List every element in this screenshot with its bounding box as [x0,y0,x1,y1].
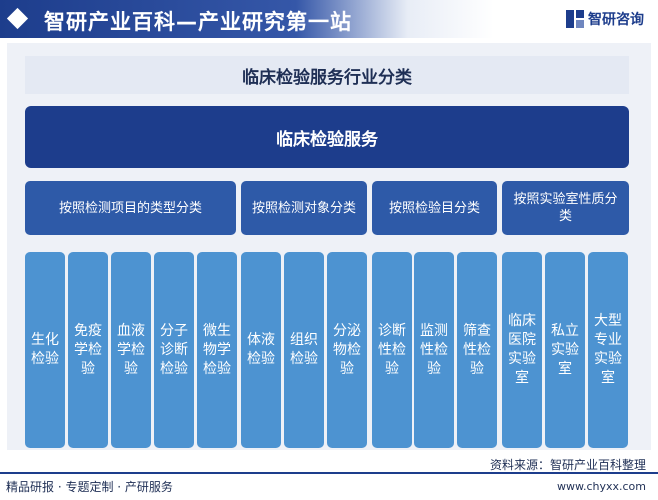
leaf-node: 私立实验室 [545,252,585,448]
leaf-node: 生化检验 [25,252,65,448]
leaf-node: 组织检验 [284,252,324,448]
leaf-label: 微生物学检验 [203,322,231,377]
footer-slogan: 精品研报 · 专题定制 · 产研服务 [6,480,173,494]
header-title: 智研产业百科—产业研究第一站 [44,10,352,34]
footer-divider [0,472,658,474]
leaf-node: 体液检验 [241,252,281,448]
leaf-label: 临床医院实验室 [508,313,536,386]
category-node-1: 按照检测项目的类型分类 [25,181,236,235]
leaf-label: 筛查性检验 [463,322,491,377]
leaf-label: 体液检验 [247,332,275,367]
leaf-label: 生化检验 [31,332,59,367]
leaf-node: 诊断性检验 [372,252,412,448]
diamond-icon [6,7,29,30]
leaf-node: 分子诊断检验 [154,252,194,448]
leaf-node: 微生物学检验 [197,252,237,448]
diagram-title-bar: 临床检验服务行业分类 [25,56,629,94]
leaf-node: 分泌物检验 [327,252,367,448]
category-label: 按照检验目分类 [388,200,480,216]
leaf-node: 监测性检验 [414,252,454,448]
root-node-label: 临床检验服务 [276,129,378,150]
leaf-label: 大型专业实验室 [594,313,622,386]
root-node: 临床检验服务 [25,106,629,168]
header-bar: 智研产业百科—产业研究第一站 智研咨询 [0,0,658,38]
category-node-3: 按照检验目分类 [372,181,497,235]
leaf-node: 筛查性检验 [457,252,497,448]
leaf-node: 大型专业实验室 [588,252,628,448]
diagram-title: 临床检验服务行业分类 [242,67,412,88]
leaf-label: 诊断性检验 [378,322,406,377]
leaf-node: 血液学检验 [111,252,151,448]
source-note: 资料来源：智研产业百科整理 [489,458,646,472]
leaf-label: 私立实验室 [551,322,579,377]
category-label: 按照实验室性质分类 [513,192,618,224]
leaf-label: 组织检验 [290,332,318,367]
footer-url: www.chyxx.com [556,480,646,493]
logo-text: 智研咨询 [588,12,644,28]
category-label: 按照检测对象分类 [251,200,356,216]
leaf-node: 临床医院实验室 [502,252,542,448]
category-node-4: 按照实验室性质分类 [502,181,629,235]
leaf-node: 免疫学检验 [68,252,108,448]
leaf-label: 血液学检验 [117,322,145,377]
leaf-label: 分泌物检验 [333,322,361,377]
leaf-label: 监测性检验 [420,322,448,377]
category-label: 按照检测项目的类型分类 [58,200,202,216]
logo: 智研咨询 [566,9,644,29]
leaf-label: 免疫学检验 [74,322,102,377]
leaf-label: 分子诊断检验 [160,322,188,377]
category-node-2: 按照检测对象分类 [241,181,367,235]
zhiyan-logo-icon [566,10,584,28]
